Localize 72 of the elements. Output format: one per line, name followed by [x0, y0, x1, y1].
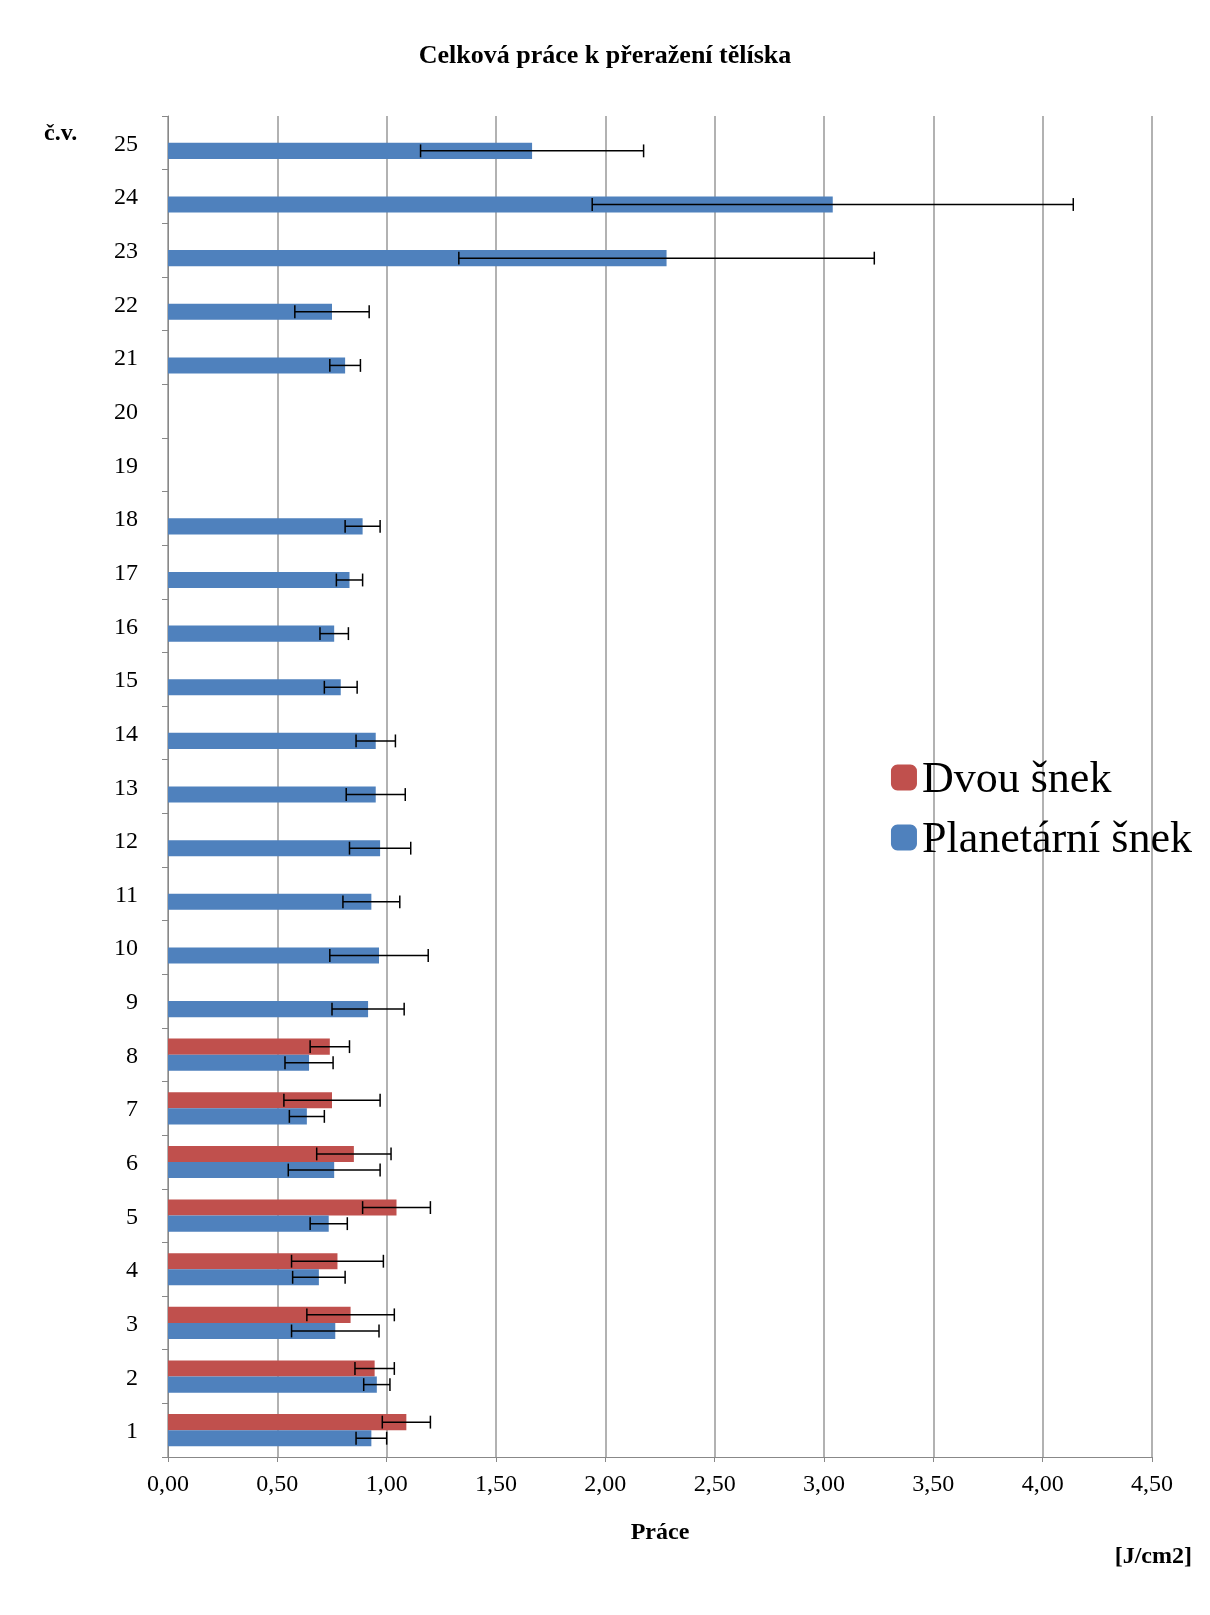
y-tick-label: 21 [114, 344, 138, 371]
y-tick-label: 13 [114, 773, 138, 800]
bar [168, 142, 533, 159]
bar [168, 571, 350, 589]
y-tick-label: 1 [126, 1417, 138, 1444]
y-tick-label: 17 [114, 558, 138, 585]
bar [168, 893, 372, 910]
legend-label: Planetární šnek [921, 813, 1193, 862]
x-tick-label: 1,00 [365, 1470, 408, 1496]
y-tick-label: 10 [114, 934, 138, 961]
bar [168, 840, 381, 857]
y-tick-label: 12 [114, 827, 138, 854]
y-tick-label: 6 [126, 1148, 138, 1175]
x-tick-label: 4,50 [1131, 1470, 1173, 1496]
bar [168, 1360, 375, 1377]
y-tick-label: 5 [126, 1202, 138, 1229]
bar [168, 250, 667, 267]
bar [168, 1322, 336, 1339]
y-tick-label: 23 [114, 237, 138, 264]
bar [168, 947, 380, 964]
chart-title: Celková práce k přeražení tělíska [418, 39, 792, 69]
bar [168, 1306, 351, 1323]
y-tick-label: 25 [114, 129, 138, 156]
bar [168, 518, 363, 535]
x-axis-title: Práce [630, 1518, 690, 1544]
y-tick-label: 9 [126, 988, 138, 1015]
bar [168, 357, 346, 374]
bar [168, 196, 833, 213]
bar [168, 1269, 319, 1286]
legend-label: Dvou šnek [921, 753, 1112, 802]
x-tick-label: 0,00 [147, 1470, 189, 1496]
bar [168, 1145, 354, 1162]
bar [168, 1161, 335, 1179]
bar [168, 625, 335, 642]
y-tick-label: 24 [114, 183, 138, 210]
y-axis-title: č.v. [44, 119, 78, 145]
bar [168, 1001, 369, 1018]
bar [168, 1376, 377, 1393]
x-tick-label: 1,50 [475, 1470, 517, 1496]
x-tick-label: 4,00 [1021, 1470, 1064, 1496]
x-tick-label: 0,50 [256, 1470, 299, 1496]
bar [168, 1215, 329, 1232]
bar [168, 1430, 372, 1447]
y-tick-label: 20 [114, 398, 138, 425]
x-tick-label: 3,00 [803, 1470, 845, 1496]
bar [168, 786, 376, 803]
x-tick-label: 2,00 [584, 1470, 627, 1496]
y-tick-label: 8 [126, 1041, 138, 1068]
y-tick-label: 3 [126, 1309, 138, 1336]
bar [168, 1253, 338, 1270]
y-tick-label: 14 [114, 719, 138, 746]
bar [168, 1092, 332, 1109]
y-tick-label: 7 [126, 1095, 138, 1122]
y-tick-label: 18 [114, 505, 138, 532]
y-tick-label: 15 [114, 666, 138, 693]
y-tick-label: 22 [114, 290, 138, 317]
bar [168, 303, 332, 320]
y-tick-label: 2 [126, 1363, 138, 1390]
bar [168, 1199, 397, 1216]
y-tick-label: 11 [114, 880, 138, 907]
x-tick-label: 2,50 [693, 1470, 736, 1496]
bar [168, 679, 341, 696]
text: [J/cm2] [1114, 1542, 1192, 1568]
x-tick-label: 3,50 [912, 1470, 955, 1496]
bar [168, 732, 376, 749]
y-tick-label: 19 [114, 451, 138, 478]
bar [168, 1054, 310, 1071]
bar [168, 1108, 307, 1125]
y-tick-label: 4 [126, 1256, 138, 1283]
bar [168, 1038, 330, 1055]
bar [168, 1414, 407, 1431]
y-tick-label: 16 [114, 612, 138, 639]
